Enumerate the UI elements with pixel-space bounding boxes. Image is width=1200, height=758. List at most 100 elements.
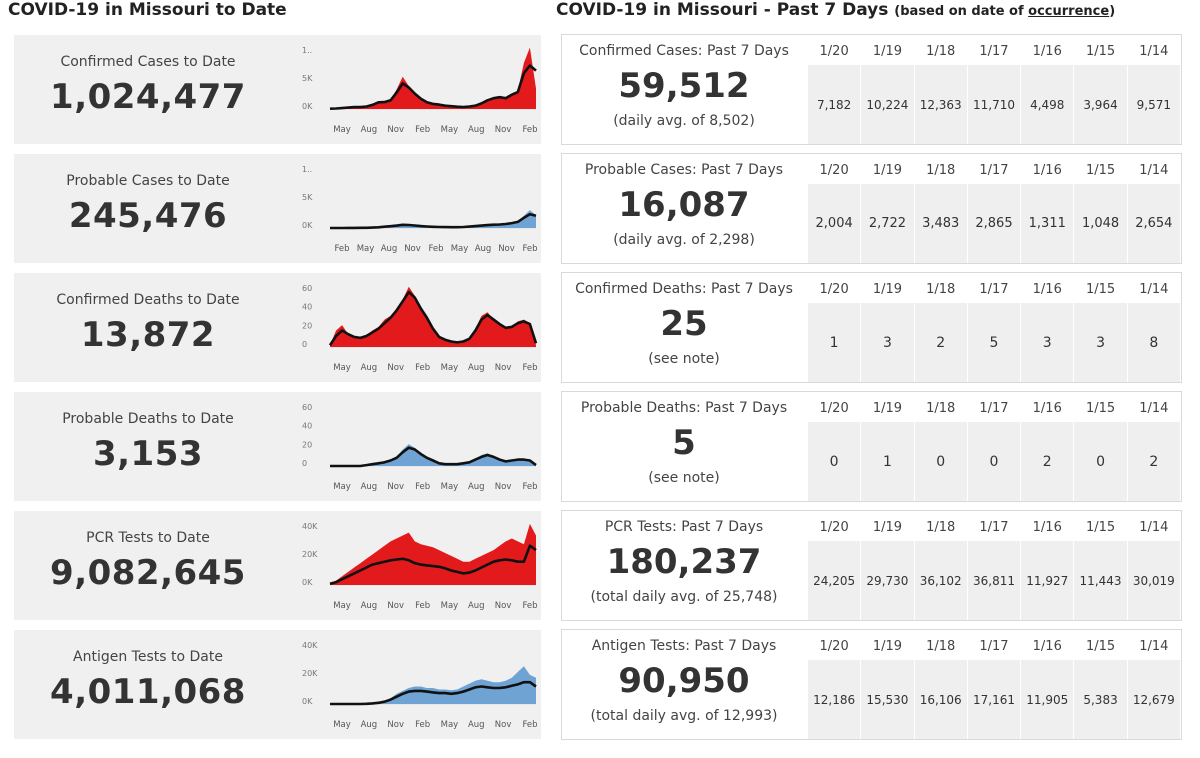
day-value[interactable]: 0 [914,422,967,501]
x-tick-label: Aug [468,482,485,492]
day-label: 1/18 [926,163,956,178]
day-label: 1/20 [819,163,849,178]
confirmed-deaths-trend-chart[interactable]: 60 40 20 0 May Aug Nov Feb May Aug Nov Feb [282,273,541,382]
day-value[interactable]: 3 [1021,303,1074,382]
day-label: 1/17 [979,163,1009,178]
pcr-tests-past-7-days-card: PCR Tests: Past 7 Days 180,237 (total dail… [561,510,1182,621]
day-value[interactable]: 24,205 [808,541,861,620]
day-column: 1/17 36,811 [967,511,1021,620]
day-column: 1/15 3 [1074,273,1127,382]
pcr-tests-daily-table: 1/20 24,205 1/19 29,730 1/18 36,102 1/17 36,811… [808,511,1180,620]
x-tick-label: Feb [522,363,537,373]
antigen-tests-trend-chart[interactable]: 40K 20K 0K May Aug Nov Feb May Aug Nov Feb [282,630,541,739]
day-value[interactable]: 4,498 [1021,65,1074,144]
day-value[interactable]: 5 [967,303,1021,382]
day-value[interactable]: 12,679 [1127,660,1180,739]
day-label: 1/17 [979,44,1009,59]
day-label: 1/14 [1139,520,1169,535]
day-value[interactable]: 1,048 [1074,184,1127,263]
y-tick-label: 20 [302,321,312,330]
day-value[interactable]: 17,161 [967,660,1021,739]
day-value[interactable]: 2,654 [1127,184,1180,263]
day-label: 1/14 [1139,44,1169,59]
y-tick-label: 60 [302,403,312,412]
day-value[interactable]: 12,363 [914,65,967,144]
day-value[interactable]: 0 [808,422,861,501]
day-value[interactable]: 0 [967,422,1021,501]
day-label: 1/16 [1032,163,1062,178]
day-value[interactable]: 1 [808,303,861,382]
confirmed-cases-past-7-days-card: Confirmed Cases: Past 7 Days 59,512 (daily… [561,34,1182,145]
day-value[interactable]: 36,102 [914,541,967,620]
day-column: 1/16 3 [1021,273,1074,382]
day-label: 1/17 [979,520,1009,535]
day-column: 1/14 2 [1127,392,1180,501]
day-value[interactable]: 3,964 [1074,65,1127,144]
day-label: 1/20 [819,401,849,416]
occurrence-link[interactable]: occurrence [1028,4,1110,19]
confirmed-deaths-past-7-days-card: Confirmed Deaths: Past 7 Days 25 (see note… [561,272,1182,383]
daily-area [330,47,536,109]
day-value[interactable]: 30,019 [1127,541,1180,620]
day-label: 1/19 [872,520,903,535]
day-value[interactable]: 12,186 [808,660,861,739]
pcr-tests-to-date-card: PCR Tests to Date 9,082,645 40K 20K 0K May Aug… [14,511,541,620]
y-tick-label: 1.. [302,46,312,55]
day-value[interactable]: 9,571 [1127,65,1180,144]
x-tick-label: Aug [361,482,378,492]
day-column: 1/15 3,964 [1074,35,1127,144]
day-value[interactable]: 36,811 [967,541,1021,620]
y-tick-label: 0K [302,578,313,587]
day-value[interactable]: 3 [861,303,914,382]
x-tick-label: Aug [468,363,485,373]
day-value[interactable]: 16,106 [914,660,967,739]
y-tick-label: 40K [302,641,318,650]
day-value[interactable]: 8 [1127,303,1180,382]
day-label: 1/15 [1085,401,1116,416]
day-value[interactable]: 1 [861,422,914,501]
day-value[interactable]: 15,530 [861,660,914,739]
y-tick-label: 60 [302,284,312,293]
day-value[interactable]: 11,905 [1021,660,1074,739]
x-tick-label: Aug [468,601,485,611]
day-value[interactable]: 2 [914,303,967,382]
day-column: 1/20 24,205 [808,511,861,620]
x-tick-label: Nov [495,720,512,730]
day-label: 1/14 [1139,282,1169,297]
day-value[interactable]: 2,004 [808,184,861,263]
x-tick-label: Feb [334,244,349,254]
day-label: 1/15 [1085,44,1116,59]
x-tick-label: May [441,720,459,730]
day-value[interactable]: 11,443 [1074,541,1127,620]
right-title-text: COVID-19 in Missouri - Past 7 Days [556,0,889,20]
day-value[interactable]: 1,311 [1021,184,1074,263]
confirmed-cases-past-note: (daily avg. of 8,502) [613,113,755,129]
probable-deaths-trend-chart[interactable]: 60 40 20 0 May Aug Nov Feb May Aug Nov Feb [282,392,541,501]
day-value[interactable]: 3 [1074,303,1127,382]
day-label: 1/19 [872,639,903,654]
day-value[interactable]: 7,182 [808,65,861,144]
day-value[interactable]: 29,730 [861,541,914,620]
x-tick-label: Aug [361,125,378,135]
day-value[interactable]: 10,224 [861,65,914,144]
x-tick-label: Nov [404,244,421,254]
day-value[interactable]: 0 [1074,422,1127,501]
day-value[interactable]: 2 [1021,422,1074,501]
day-value[interactable]: 11,927 [1021,541,1074,620]
day-value[interactable]: 5,383 [1074,660,1127,739]
day-value[interactable]: 2 [1127,422,1180,501]
pcr-tests-trend-chart[interactable]: 40K 20K 0K May Aug Nov Feb May Aug Nov Feb [282,511,541,620]
probable-cases-to-date-card: Probable Cases to Date 245,476 1.. 5K 0K Feb M… [14,154,541,263]
confirmed-cases-trend-chart[interactable]: 1.. 5K 0K May Aug Nov Feb May Aug Nov Feb [282,35,541,144]
day-column: 1/17 11,710 [967,35,1021,144]
probable-cases-trend-chart[interactable]: 1.. 5K 0K Feb May Aug Nov Feb May Aug Nov Feb [282,154,541,263]
day-value[interactable]: 11,710 [967,65,1021,144]
day-value[interactable]: 2,722 [861,184,914,263]
x-tick-label: May [441,601,459,611]
x-tick-label: Feb [415,601,430,611]
x-tick-label: Feb [415,720,430,730]
trend-line [330,680,537,706]
day-value[interactable]: 3,483 [914,184,967,263]
day-value[interactable]: 2,865 [967,184,1021,263]
probable-deaths-past-value: 5 [672,423,696,463]
